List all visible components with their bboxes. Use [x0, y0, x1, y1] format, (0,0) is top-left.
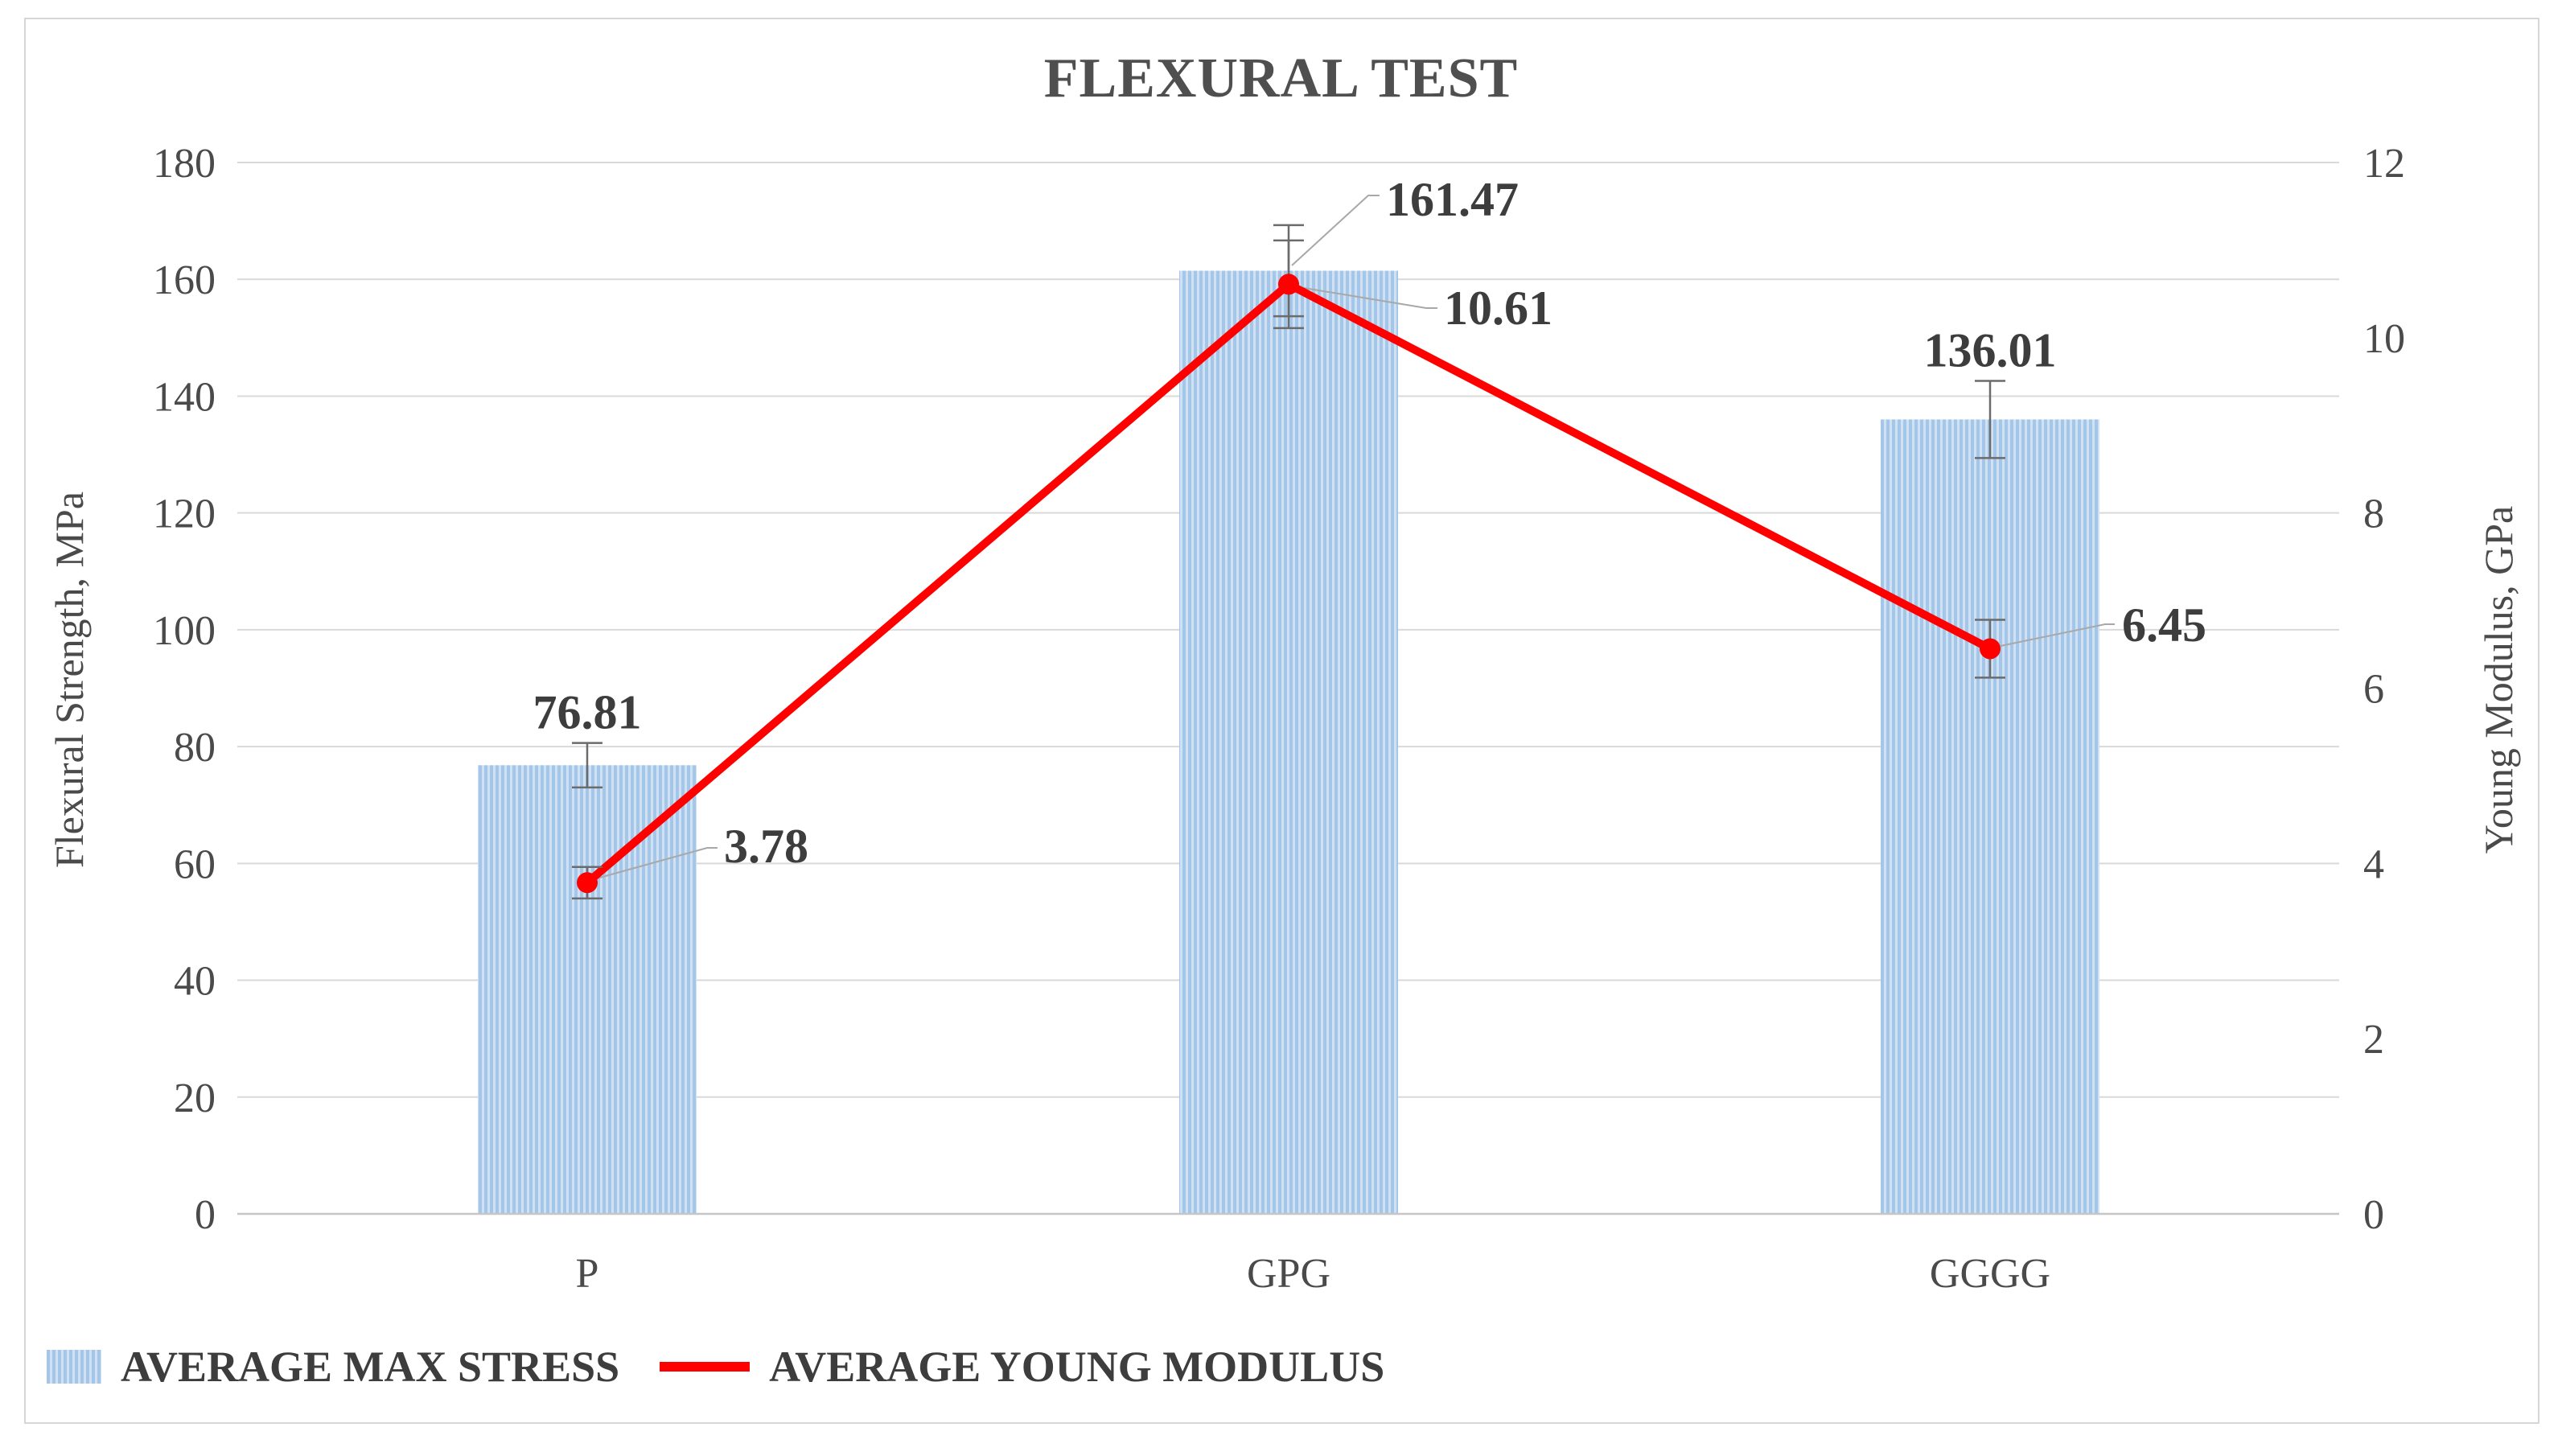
left-axis-tick: 40 — [174, 959, 216, 1005]
left-axis-tick: 120 — [153, 492, 216, 537]
leader-line — [1291, 195, 1380, 266]
legend-line-label: AVERAGE YOUNG MODULUS — [769, 1343, 1385, 1391]
category-label-P: P — [576, 1251, 599, 1297]
left-axis-tick: 20 — [174, 1076, 216, 1121]
leader-line — [1298, 286, 1437, 309]
bar-data-label: 136.01 — [1924, 323, 2057, 376]
right-axis-tick: 12 — [2363, 141, 2405, 187]
left-axis-tick: 80 — [174, 725, 216, 771]
left-axis-tick: 0 — [195, 1192, 216, 1238]
left-axis-tick: 140 — [153, 374, 216, 420]
line-marker-GGGG — [1980, 638, 2001, 660]
bar-P — [478, 765, 697, 1214]
line-marker-P — [577, 872, 598, 894]
line-marker-GPG — [1278, 274, 1299, 295]
left-axis-tick: 160 — [153, 257, 216, 303]
right-axis-tick: 0 — [2363, 1192, 2384, 1238]
category-label-GGGG: GGGG — [1930, 1251, 2050, 1297]
left-axis-tick: 100 — [153, 608, 216, 654]
category-label-GPG: GPG — [1247, 1251, 1330, 1297]
line-data-label: 10.61 — [1444, 282, 1552, 335]
right-axis-tick: 8 — [2363, 492, 2384, 537]
bar-data-label: 161.47 — [1386, 173, 1519, 226]
line-data-label: 6.45 — [2122, 598, 2206, 652]
leader-line — [596, 847, 718, 879]
right-axis-tick: 6 — [2363, 667, 2384, 713]
legend: AVERAGE MAX STRESS AVERAGE YOUNG MODULUS — [47, 1342, 1384, 1392]
line-data-label: 3.78 — [724, 820, 808, 873]
legend-bar-swatch-icon — [47, 1350, 101, 1384]
legend-bar-label: AVERAGE MAX STRESS — [121, 1343, 620, 1391]
left-axis-tick: 60 — [174, 841, 216, 887]
right-axis-tick: 10 — [2363, 316, 2405, 362]
bar-data-label: 76.81 — [533, 686, 642, 739]
right-axis-tick: 2 — [2363, 1017, 2384, 1063]
bar-GPG — [1179, 270, 1398, 1215]
right-axis-tick: 4 — [2363, 841, 2384, 887]
left-axis-tick: 180 — [153, 141, 216, 187]
chart-title: FLEXURAL TEST — [1043, 47, 1519, 109]
leader-line — [2000, 623, 2115, 647]
legend-line-swatch-icon — [660, 1362, 751, 1372]
bar-GGGG — [1881, 419, 2099, 1214]
